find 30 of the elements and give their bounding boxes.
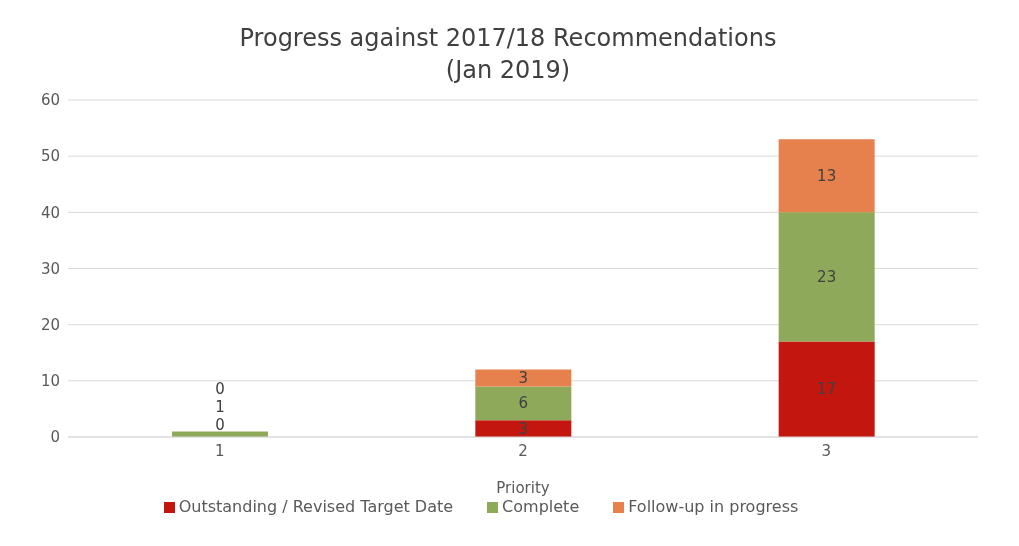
x-tick-label: 3 (821, 441, 832, 460)
data-label: 17 (817, 380, 837, 399)
legend-label: Follow-up in progress (628, 497, 799, 516)
bar (475, 386, 572, 421)
data-label: 1 (215, 398, 225, 416)
data-label: 3 (518, 369, 529, 388)
legend-label: Outstanding / Revised Target Date (178, 497, 454, 516)
x-tick-label: 2 (518, 441, 528, 460)
x-tick-label: 1 (214, 441, 225, 460)
x-axis-title: Priority (496, 479, 550, 497)
bar (475, 420, 572, 437)
data-label: 23 (817, 267, 837, 286)
y-tick-label: 30 (40, 259, 60, 278)
y-tick-label: 40 (40, 203, 60, 222)
data-label: 6 (518, 394, 529, 413)
chart-title: Progress against 2017/18 Recommendations (Jan 2019) (238, 23, 778, 86)
data-label: 0 (215, 380, 225, 398)
bar (778, 341, 875, 437)
y-tick-label: 60 (40, 91, 60, 110)
data-label: 0 (215, 416, 225, 434)
data-label: 3 (518, 419, 529, 438)
bar (475, 369, 572, 387)
y-tick-label: 10 (40, 372, 60, 391)
y-tick-label: 50 (40, 147, 60, 166)
data-label: 13 (817, 166, 837, 185)
legend-label: Complete (502, 497, 580, 516)
y-tick-label: 0 (50, 428, 60, 447)
bar (778, 212, 875, 342)
bar (778, 139, 875, 213)
y-tick-label: 20 (40, 315, 60, 334)
